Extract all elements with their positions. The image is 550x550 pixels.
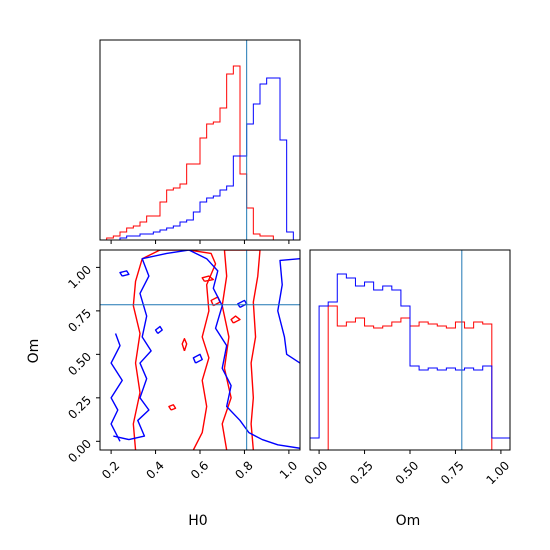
xtick-label-contour-H0-Om-2: 0.6 — [188, 458, 211, 481]
xtick-label-contour-H0-Om-4: 1.0 — [277, 458, 300, 481]
contour-blue-4 — [154, 325, 163, 335]
data-layer-hist-Om — [310, 250, 510, 450]
xtick-label-hist-Om-2: 0.50 — [393, 458, 422, 487]
ytick-label-contour-H0-Om-1: 0.25 — [65, 393, 94, 422]
contour-blue-0 — [113, 250, 300, 449]
xtick-label-contour-H0-Om-1: 0.4 — [143, 458, 166, 481]
contour-red-1 — [221, 250, 261, 450]
frame-contour-H0-Om — [99, 249, 301, 451]
ytick-label-contour-H0-Om-2: 0.50 — [65, 350, 94, 379]
contour-red-3 — [181, 337, 188, 352]
ytick-label-contour-H0-Om-0: 0.00 — [65, 437, 94, 466]
contour-blue-6 — [237, 299, 248, 309]
xtick-label-hist-Om-4: 1.00 — [483, 458, 512, 487]
xlabel-Om: Om — [396, 513, 421, 529]
histogram-panel-Om: 0.00 0.25 0.50 0.75 1.00 — [302, 249, 512, 487]
contour-blue-5 — [192, 353, 203, 364]
histogram-panel-H0 — [99, 39, 301, 244]
xtick-label-hist-Om-0: 0.00 — [302, 458, 331, 487]
contour-blue-1 — [110, 333, 123, 442]
ylabel-Om: Om — [26, 339, 42, 364]
data-layer-contour-H0-Om — [100, 250, 300, 450]
ytick-label-contour-H0-Om-4: 1.00 — [65, 263, 94, 292]
data-layer-hist-H0 — [106, 40, 294, 240]
contour-red-5 — [230, 315, 241, 324]
xtick-label-contour-H0-Om-3: 0.8 — [232, 458, 255, 481]
contour-blue-3 — [119, 270, 130, 277]
contour-blue-2 — [277, 257, 300, 364]
contour-red-2 — [168, 404, 177, 411]
ytick-label-contour-H0-Om-3: 0.75 — [65, 306, 94, 335]
xtick-label-hist-Om-3: 0.75 — [438, 458, 467, 487]
hist-series-blue-hist-Om — [310, 273, 510, 450]
xtick-label-contour-H0-Om-0: 0.2 — [99, 458, 122, 481]
hist-series-red-hist-H0 — [106, 65, 294, 240]
contour-red-6 — [201, 275, 215, 282]
contour-red-0 — [132, 250, 217, 450]
xlabel-H0: H0 — [188, 513, 207, 529]
contour-panel-H0-Om: 0.2 0.4 0.6 0.8 1.0 0.00 0.25 0.50 0.75 1.00 — [65, 249, 301, 482]
hist-series-blue-hist-H0 — [106, 77, 294, 240]
xtick-label-hist-Om-1: 0.25 — [347, 458, 376, 487]
